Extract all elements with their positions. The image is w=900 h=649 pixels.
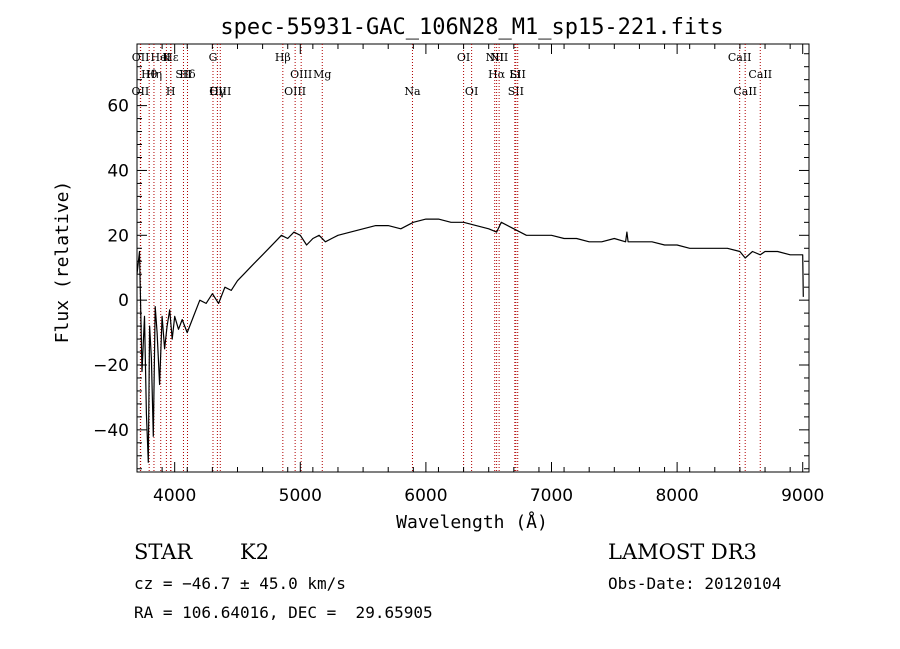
line-marker-label: Hε [163, 51, 179, 64]
x-tick-label: 9000 [781, 486, 824, 506]
flux-line [136, 218, 804, 463]
line-marker-label: HeI [151, 51, 171, 64]
line-marker-label: Na [404, 85, 421, 98]
x-tick-label: 8000 [655, 486, 698, 506]
line-marker-label: OII [132, 51, 150, 64]
line-marker-label: NII [486, 51, 504, 64]
line-marker-label: CaII [733, 85, 757, 98]
object-class: STAR [134, 540, 193, 564]
obs-date: Obs-Date: 20120104 [608, 574, 782, 593]
y-axis-label: Flux (relative) [52, 181, 73, 344]
x-axis-label: Wavelength (Å) [396, 511, 548, 533]
line-marker-label: Mg [313, 68, 331, 81]
y-tick-label: 60 [107, 97, 129, 117]
y-tick-label: 0 [118, 291, 129, 311]
spectrum-series [136, 218, 804, 463]
line-markers: HεHθOIIKHδOIIIHeISIIHγOIIHηHGOIIIOIIIHβM… [132, 44, 772, 472]
line-marker-label: H [166, 85, 176, 98]
line-marker-label: Hη [146, 68, 162, 81]
x-tick-label: 7000 [530, 486, 573, 506]
line-marker-label: G [209, 51, 218, 64]
x-tick-label: 6000 [404, 486, 447, 506]
line-marker-label: Hγ [209, 85, 226, 98]
x-tick-label: 4000 [153, 486, 196, 506]
plot-frame [136, 43, 810, 473]
line-marker-label: OIII [209, 85, 231, 98]
line-marker-label: CaII [728, 51, 752, 64]
line-marker-label: NII [490, 51, 508, 64]
line-marker-label: K [162, 51, 171, 64]
y-tick-label: 40 [107, 161, 129, 181]
line-marker-label: CaII [748, 68, 772, 81]
y-tick-label: −40 [93, 421, 129, 441]
line-marker-label: OIII [290, 68, 312, 81]
line-marker-label: SII [510, 68, 526, 81]
line-marker-label: OI [457, 51, 470, 64]
y-tick-label: −20 [93, 356, 129, 376]
line-marker-label: Li [509, 68, 520, 81]
coordinates: RA = 106.64016, DEC = 29.65905 [134, 603, 433, 622]
y-tick-label: 20 [107, 226, 129, 246]
survey-name: LAMOST DR3 [608, 540, 757, 564]
line-marker-label: SII [175, 68, 191, 81]
chart-title: spec-55931-GAC_106N28_M1_sp15-221.fits [220, 15, 723, 40]
line-marker-label: Hα [488, 68, 506, 81]
axis-ticks: 4000 5000 6000 7000 8000 9000 −40 −20 0 20 40 60 [93, 44, 824, 506]
x-tick-label: 5000 [279, 486, 322, 506]
line-marker-label: OI [465, 85, 478, 98]
line-marker-label: OII [132, 85, 150, 98]
subclass: K2 [240, 540, 270, 564]
line-marker-label: SII [508, 85, 524, 98]
redshift-text: cz = −46.7 ± 45.0 km/s [134, 574, 346, 593]
line-marker-label: OIII [284, 85, 306, 98]
line-marker-label: Hβ [275, 51, 291, 64]
